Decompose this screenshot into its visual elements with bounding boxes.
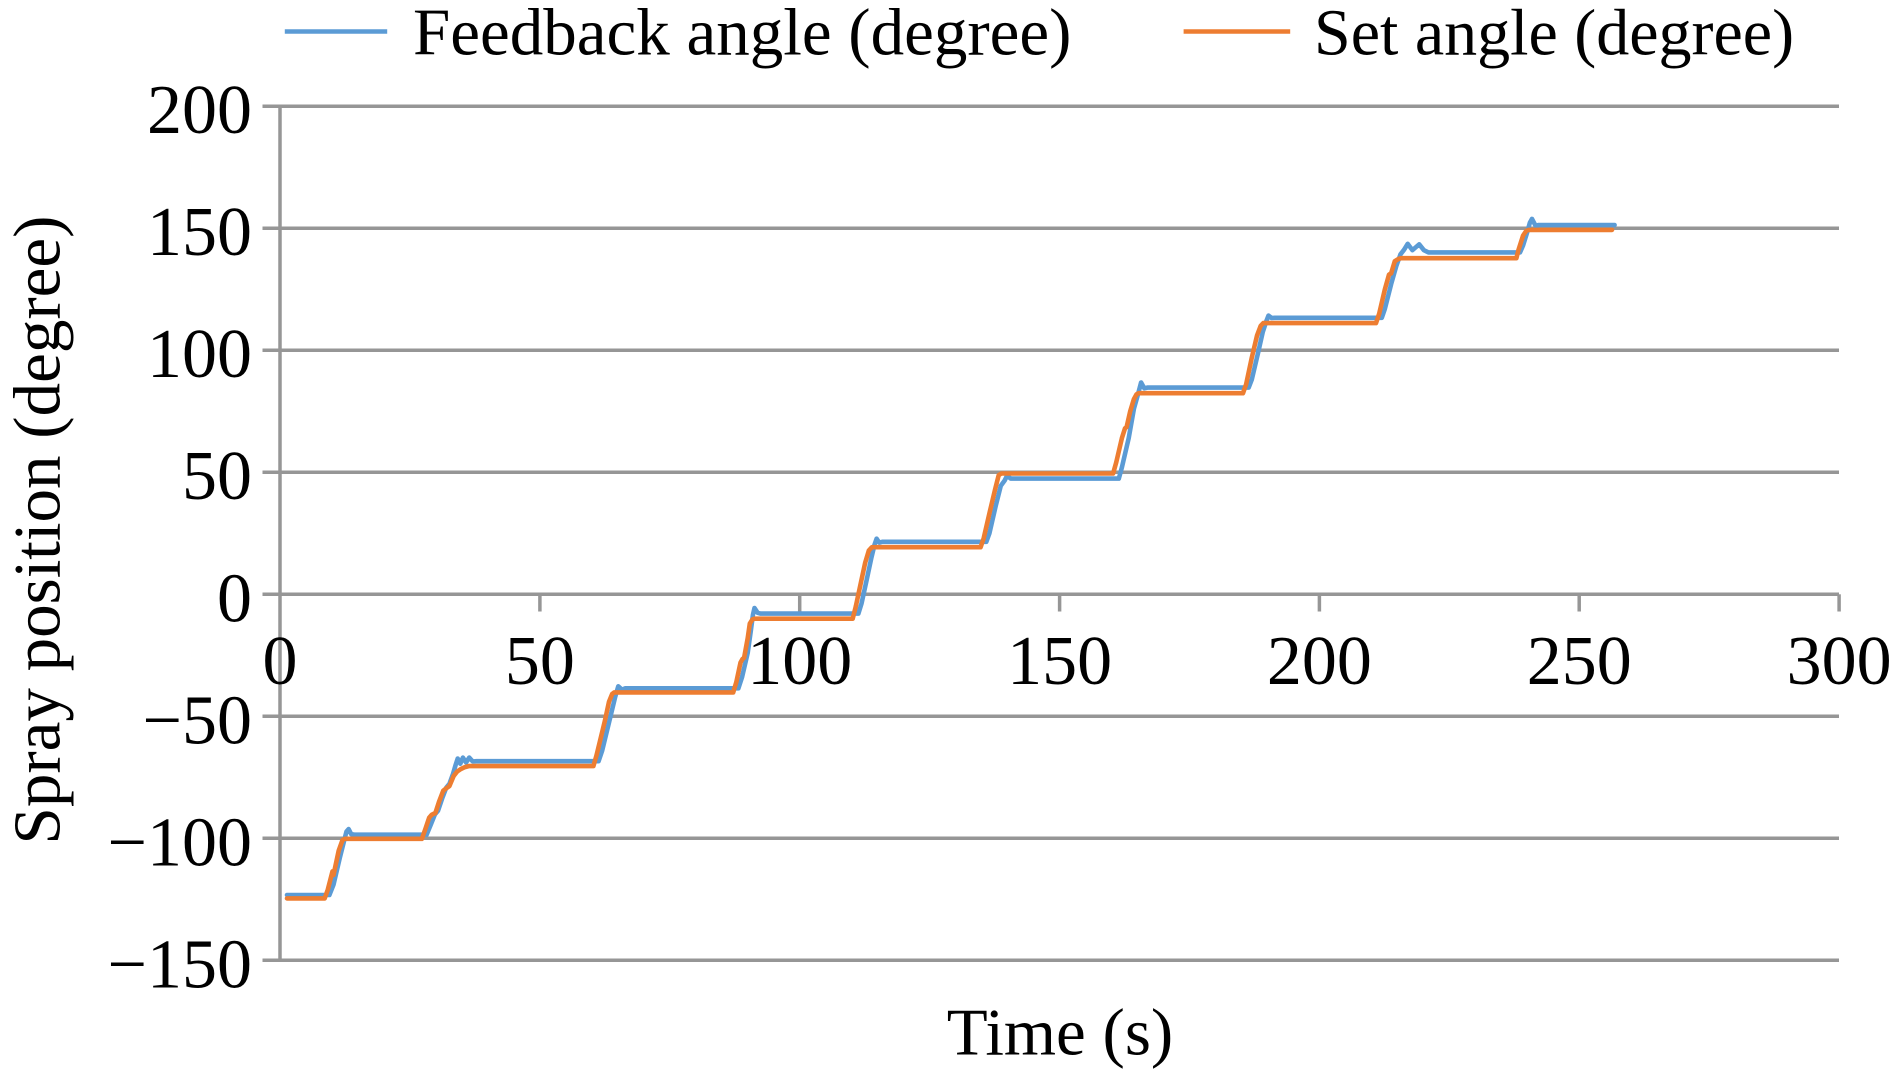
svg-text:Time (s): Time (s): [947, 996, 1174, 1070]
svg-text:100: 100: [147, 316, 252, 393]
svg-text:300: 300: [1787, 623, 1890, 700]
svg-text:100: 100: [747, 623, 852, 700]
svg-text:−100: −100: [108, 804, 252, 881]
svg-text:0: 0: [263, 623, 298, 700]
svg-text:250: 250: [1527, 623, 1632, 700]
svg-text:Feedback angle (degree): Feedback angle (degree): [413, 0, 1071, 70]
svg-text:−50: −50: [143, 682, 252, 759]
svg-text:Spray position (degree): Spray position (degree): [1, 216, 75, 845]
svg-text:50: 50: [182, 438, 252, 515]
svg-text:150: 150: [1007, 623, 1112, 700]
svg-text:150: 150: [147, 194, 252, 271]
svg-text:50: 50: [505, 623, 575, 700]
svg-text:200: 200: [147, 72, 252, 149]
svg-text:Set angle (degree): Set angle (degree): [1314, 0, 1794, 70]
svg-text:200: 200: [1267, 623, 1372, 700]
svg-text:0: 0: [217, 560, 252, 637]
svg-text:−150: −150: [108, 926, 252, 1003]
